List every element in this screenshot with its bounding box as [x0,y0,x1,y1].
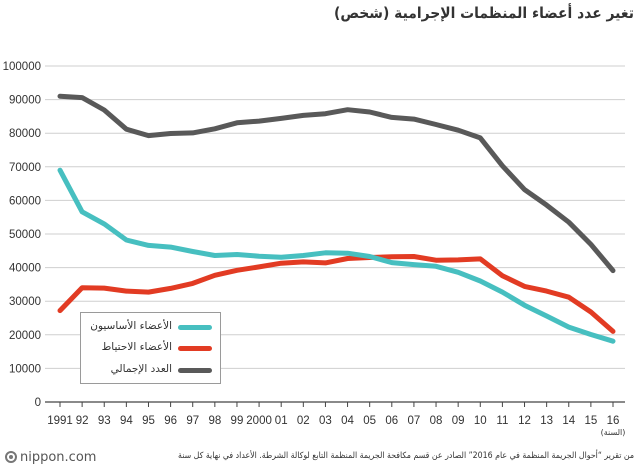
x-tick-label: 09 [452,415,465,427]
x-tick-label: 94 [120,415,133,427]
y-tick-label: 90000 [9,95,41,107]
y-axis: 0 10000 20000 30000 40000 50000 60000 70000 8000… [3,61,41,409]
y-tick-label: 60000 [9,195,41,207]
x-tick-label: 04 [341,415,354,427]
y-tick-label: 30000 [9,296,41,308]
gridlines [45,65,625,369]
series-line-total [57,93,616,274]
source-note: من تقرير “أحوال الجريمة المنظمة في عام 2… [177,451,634,461]
legend-label: الأعضاء الأساسيون [90,320,172,332]
legend-label: الأعضاء الاحتياط [101,341,172,353]
legend-swatch [178,346,212,351]
x-tick-label: 97 [186,415,199,427]
nippon-logo-icon [5,451,17,463]
chart-title: تغير عدد أعضاء المنظمات الإجرامية (شخص) [334,4,634,22]
series-lines [57,93,616,344]
x-tick-label: 03 [319,415,332,427]
legend: الأعضاء الأساسيون الأعضاء الاحتياط العدد… [80,312,221,384]
nippon-logo: nippon.com [5,449,96,465]
legend-label: العدد الإجمالي [110,363,172,375]
legend-item-total: العدد الإجمالي [81,360,220,380]
x-tick-label: 11 [496,415,508,427]
x-tick-label: 14 [562,415,575,427]
x-tick-label: 13 [540,415,553,427]
y-tick-label: 40000 [9,263,41,275]
x-tick-label: 07 [408,415,421,427]
legend-item-core-members: الأعضاء الأساسيون [81,317,220,337]
x-tick-label: 01 [275,415,288,427]
x-tick-label: 92 [76,415,89,427]
x-tick-label: 2000 [246,415,272,427]
x-tick-label: 16 [607,415,620,427]
series-line-core-members [57,167,616,344]
series-line-reserve-members [57,254,616,334]
x-tick-label: 10 [474,415,487,427]
x-tick-label: 99 [231,415,244,427]
y-tick-label: 100000 [3,61,41,73]
legend-item-reserve-members: الأعضاء الاحتياط [81,338,220,358]
y-tick-label: 70000 [9,162,41,174]
legend-swatch [178,325,212,330]
x-tick-label: 93 [98,415,111,427]
x-tick-label: 15 [584,415,597,427]
y-tick-label: 20000 [9,330,41,342]
x-tick-label: 06 [385,415,398,427]
y-tick-label: 50000 [9,229,41,241]
y-tick-label: 0 [35,397,41,409]
x-tick-label: 96 [164,415,177,427]
x-axis-label: (السنة) [601,428,626,437]
x-tick-label: 08 [430,415,443,427]
legend-swatch [178,368,212,373]
y-tick-label: 80000 [9,128,41,140]
logo-text: nippon.com [20,449,97,465]
x-tick-label: 12 [518,415,531,427]
y-tick-label: 10000 [9,363,41,375]
x-tick-label: 05 [363,415,376,427]
x-tick-label: 98 [208,415,221,427]
x-tick-label: 1991 [47,415,73,427]
x-tick-label: 02 [297,415,310,427]
x-tick-label: 95 [142,415,155,427]
x-axis: 1991 92 93 94 95 96 97 98 99 2000 01 02 03 04 05 06 07 08… [47,402,625,437]
